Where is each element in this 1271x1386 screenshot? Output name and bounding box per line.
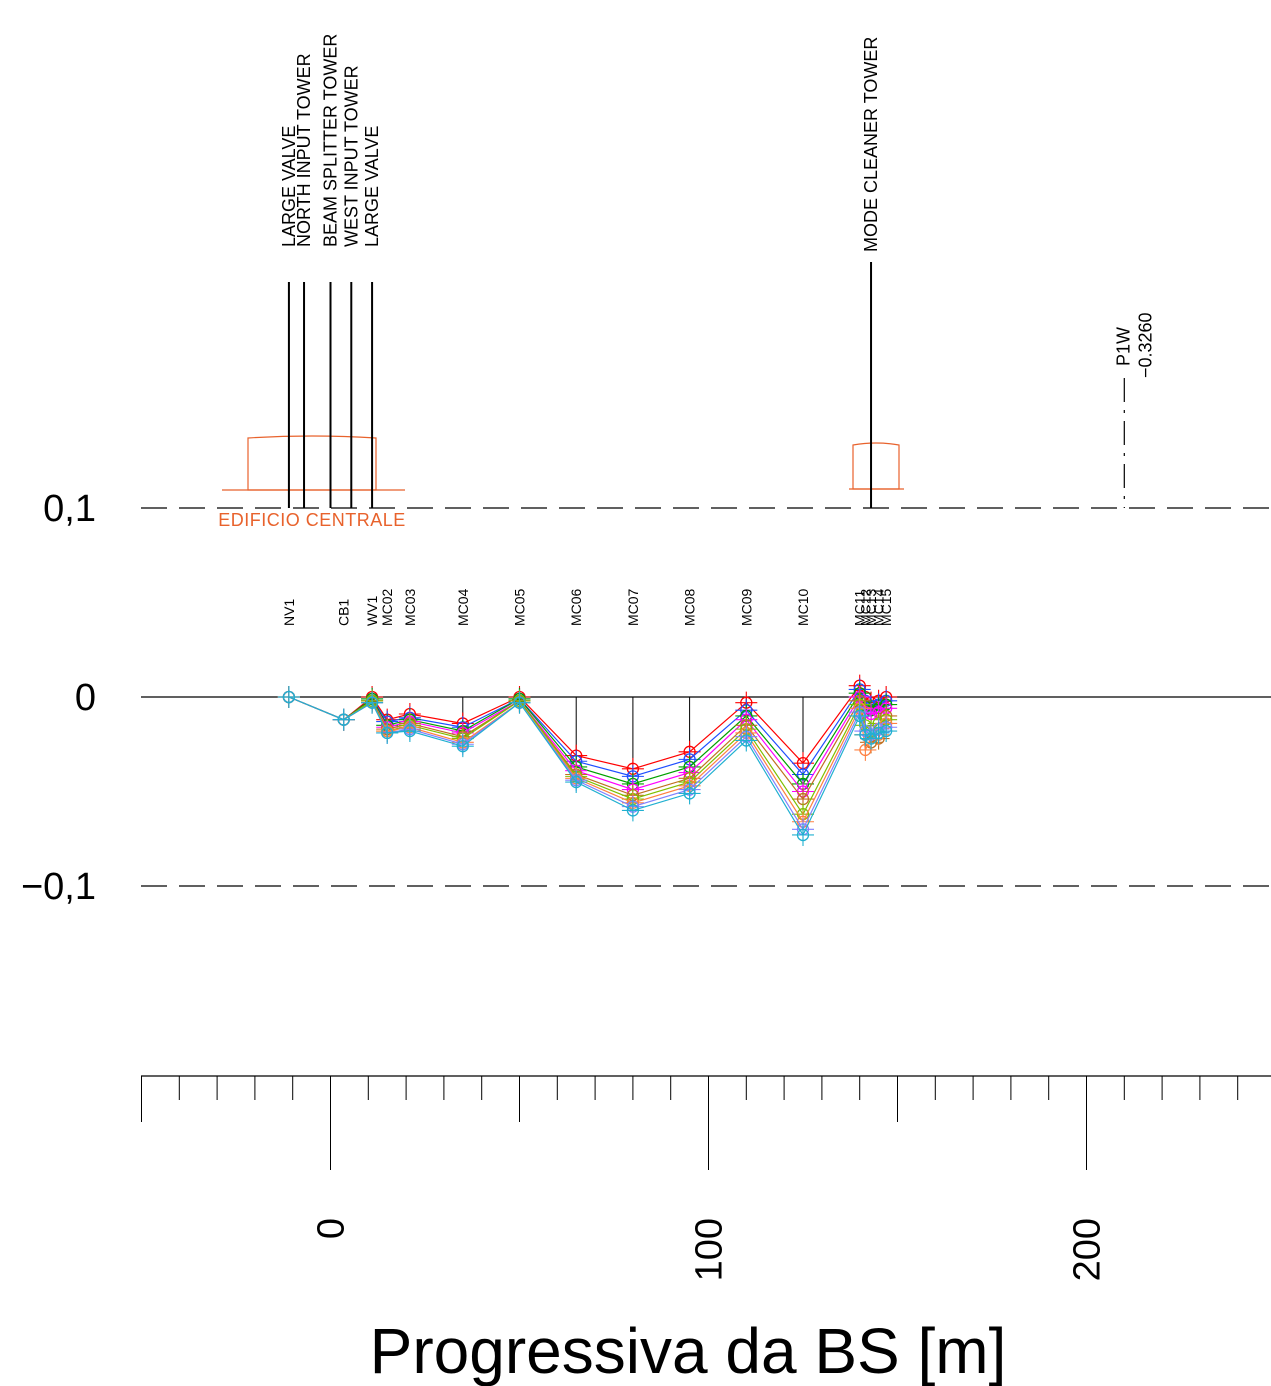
point-label: NV1 bbox=[281, 599, 297, 626]
point-label: MC11 bbox=[852, 589, 868, 626]
data-point-cross bbox=[398, 720, 421, 743]
point-label: MC02 bbox=[379, 588, 395, 626]
point-label: MC10 bbox=[795, 588, 811, 626]
tower-label: LARGE VALVE bbox=[362, 126, 382, 247]
point-label: WV1 bbox=[364, 595, 380, 626]
point-label: MC13 bbox=[863, 588, 879, 626]
data-point-cross bbox=[332, 708, 355, 731]
data-point-cross bbox=[848, 704, 871, 727]
data-point-cross bbox=[451, 735, 474, 758]
building-label: EDIFICIO CENTRALE bbox=[218, 510, 406, 530]
x-axis-title: Progressiva da BS [m] bbox=[370, 1315, 1007, 1386]
tower-label: NORTH INPUT TOWER bbox=[294, 53, 314, 247]
x-tick-label: 200 bbox=[1067, 1218, 1109, 1281]
tower-label: WEST INPUT TOWER bbox=[341, 65, 361, 247]
building-shape bbox=[247, 435, 377, 491]
point-label: MC14 bbox=[871, 588, 887, 626]
tower-label: BEAM SPLITTER TOWER bbox=[321, 34, 341, 247]
point-label: MC12 bbox=[857, 588, 873, 626]
data-point-cross bbox=[277, 686, 300, 708]
tower-label: LARGE VALVE bbox=[279, 126, 299, 247]
data-point-cross bbox=[735, 729, 758, 752]
data-point-cross bbox=[376, 721, 399, 744]
y-tick-label: 0 bbox=[75, 677, 96, 719]
point-label: MC07 bbox=[625, 588, 641, 626]
data-point-cross bbox=[508, 691, 531, 714]
data-point-cross bbox=[854, 723, 877, 746]
y-tick-label: −0,1 bbox=[21, 866, 96, 908]
mode-cleaner-outline bbox=[849, 442, 904, 490]
data-point-cross bbox=[875, 720, 898, 743]
edificio-centrale-outline bbox=[222, 435, 405, 491]
x-tick-label: 100 bbox=[689, 1218, 731, 1281]
data-point-cross bbox=[361, 691, 384, 714]
data-point-cross bbox=[678, 782, 701, 805]
p1w-label: P1W bbox=[1113, 327, 1133, 366]
mc-shape bbox=[852, 442, 900, 490]
p1w-value: −0.3260 bbox=[1135, 312, 1155, 378]
point-label: CB1 bbox=[336, 599, 352, 626]
y-tick-label: 0,1 bbox=[43, 488, 96, 530]
series-group bbox=[277, 686, 898, 846]
point-label: MC08 bbox=[682, 588, 698, 626]
data-point-cross bbox=[565, 771, 588, 794]
point-label: MC04 bbox=[455, 588, 471, 626]
series-line bbox=[288, 695, 887, 793]
point-label: MC05 bbox=[512, 588, 528, 626]
x-tick-label: 0 bbox=[311, 1218, 353, 1239]
point-label: MC09 bbox=[738, 588, 754, 626]
tower-label: MODE CLEANER TOWER bbox=[861, 37, 881, 252]
point-label: MC15 bbox=[878, 588, 894, 626]
point-label: MC03 bbox=[402, 588, 418, 626]
data-point-cross bbox=[792, 823, 814, 846]
point-label: MC06 bbox=[568, 588, 584, 626]
data-point-cross bbox=[621, 799, 644, 822]
